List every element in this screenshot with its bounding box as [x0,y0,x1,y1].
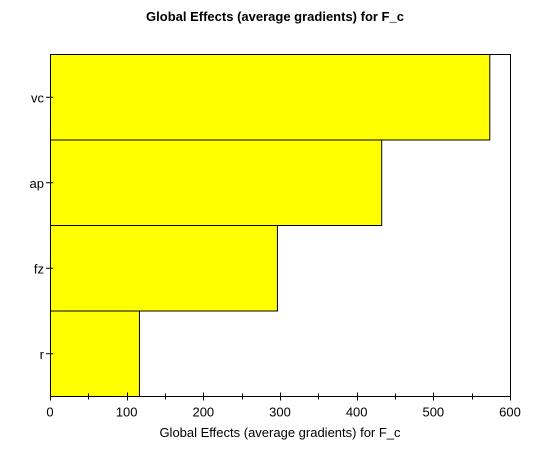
x-tick-label-300: 300 [269,405,291,420]
chart-title: Global Effects (average gradients) for F… [146,9,404,24]
x-axis-ticks: 0 100 200 300 400 500 600 [46,392,521,420]
bar-r [50,310,140,397]
y-tick-label-r: r [40,347,45,362]
bar-vc [50,54,491,141]
bar-fz [50,225,278,312]
y-tick-label-vc: vc [31,90,45,105]
bar-ap [50,139,383,226]
x-tick-label-400: 400 [346,405,368,420]
y-tick-label-ap: ap [30,176,44,191]
x-tick-label-600: 600 [499,405,521,420]
x-tick-label-200: 200 [192,405,214,420]
x-tick-label-0: 0 [46,405,53,420]
x-tick-label-500: 500 [422,405,444,420]
y-axis-ticks: vc ap fz r [30,90,53,362]
x-tick-label-100: 100 [116,405,138,420]
y-tick-label-fz: fz [34,261,44,276]
bars-group [50,54,491,397]
x-axis-label: Global Effects (average gradients) for F… [159,425,401,440]
